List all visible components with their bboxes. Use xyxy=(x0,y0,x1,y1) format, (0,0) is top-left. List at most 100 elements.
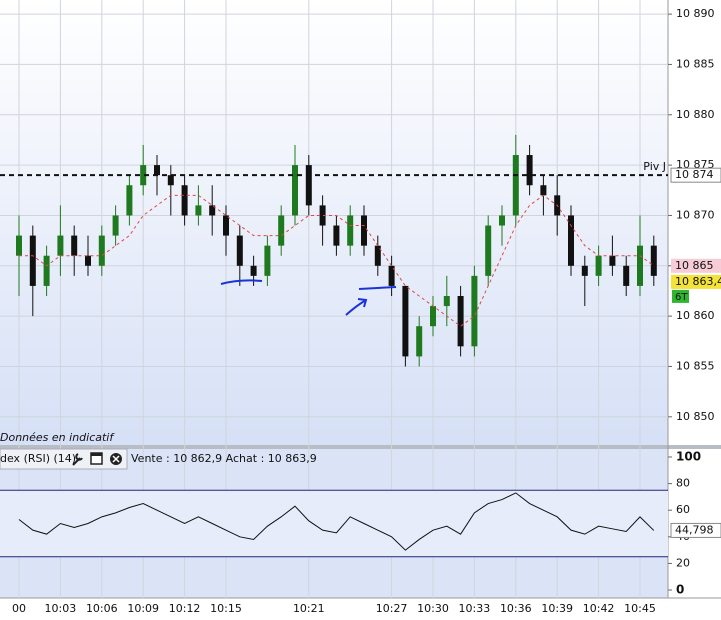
candle-body xyxy=(457,295,464,347)
y-tick-label: 10 890 xyxy=(676,7,715,20)
candle-body xyxy=(471,275,478,347)
price-marker xyxy=(671,258,721,273)
candle-body xyxy=(236,235,243,266)
candle-body xyxy=(430,306,436,327)
settings-icon[interactable] xyxy=(72,453,83,466)
candle-body xyxy=(361,215,367,246)
y-tick-label: 10 885 xyxy=(676,57,715,70)
quote: Vente : 10 862,9 Achat : 10 863,9 xyxy=(131,452,317,465)
window-icon-bar xyxy=(91,453,102,456)
candle-body xyxy=(292,165,298,216)
x-tick-label: 10:42 xyxy=(583,602,615,615)
candle-body xyxy=(526,155,533,186)
y-tick-label: 10 860 xyxy=(676,309,715,322)
indicator-title: dex (RSI) (14) xyxy=(0,452,76,465)
candle-body xyxy=(485,225,492,276)
x-tick-label: 10:15 xyxy=(210,602,242,615)
candle-body xyxy=(609,255,616,266)
candle-body xyxy=(16,235,22,256)
x-tick-label: 10:33 xyxy=(459,602,491,615)
candle-body xyxy=(623,265,630,286)
x-tick-label: 10:39 xyxy=(541,602,573,615)
x-tick-label: 10:45 xyxy=(624,602,656,615)
y-tick-label: 10 850 xyxy=(676,410,715,423)
candle-body xyxy=(85,255,91,266)
candle-body xyxy=(209,205,216,216)
y-tick-label: 60 xyxy=(676,503,690,516)
indicator-icons[interactable] xyxy=(72,452,122,466)
candle-body xyxy=(112,215,119,236)
last-value-marker xyxy=(670,522,721,538)
annotation-stroke xyxy=(358,286,397,290)
candle-body xyxy=(568,215,574,266)
annotation-arrow xyxy=(345,298,368,316)
x-tick-label: 10:12 xyxy=(169,602,201,615)
price-panel xyxy=(0,0,668,445)
y-tick-label: 10 870 xyxy=(676,208,715,221)
candle-body xyxy=(581,265,588,276)
pivot-label: Piv J xyxy=(643,160,666,173)
candle-body xyxy=(195,205,202,216)
badge-label: 6T xyxy=(675,292,688,303)
candle-body xyxy=(402,285,409,357)
candle-body xyxy=(154,165,160,176)
y-tick-label: 20 xyxy=(676,556,690,569)
x-tick-label: 00 xyxy=(12,602,26,615)
candle-body xyxy=(499,215,505,226)
moving-average xyxy=(19,194,655,327)
candle-body xyxy=(264,245,271,276)
candle-body xyxy=(650,245,657,276)
x-tick-label: 10:06 xyxy=(86,602,118,615)
candle-body xyxy=(540,185,547,196)
price-marker-label: 10 863,4 xyxy=(675,275,721,288)
candle-body xyxy=(57,235,64,256)
annotation-stroke xyxy=(220,279,263,285)
candle-body xyxy=(98,235,105,266)
y-tick-label: 10 855 xyxy=(676,359,715,372)
y-tick-label: 80 xyxy=(676,477,690,490)
candle-body xyxy=(278,215,285,246)
x-tick-label: 10:21 xyxy=(293,602,325,615)
y-tick-label: 10 880 xyxy=(676,108,715,121)
x-tick-label: 10:09 xyxy=(127,602,159,615)
close-icon-cross xyxy=(112,455,120,463)
candle-body xyxy=(250,265,257,276)
candle-body xyxy=(416,326,423,357)
last-value-label: 44,798 xyxy=(675,523,714,536)
x-tick-label: 10:36 xyxy=(500,602,532,615)
candle-body xyxy=(347,215,354,246)
candle-body xyxy=(595,255,602,276)
candle-body xyxy=(305,165,312,206)
candle-body xyxy=(223,215,229,236)
rsi-line xyxy=(18,492,655,551)
panel-separator xyxy=(0,445,721,449)
candle-body xyxy=(71,235,78,256)
candle-body xyxy=(181,185,188,216)
pivot-value: 10 874 xyxy=(675,168,714,181)
y-tick-label: 100 xyxy=(676,449,701,463)
x-tick-label: 10:27 xyxy=(376,602,408,615)
candle-body xyxy=(637,245,643,286)
candle-body xyxy=(140,165,147,186)
hand-annotations xyxy=(220,279,397,316)
price-marker xyxy=(671,274,721,289)
candle-body xyxy=(29,235,36,286)
candle-body xyxy=(374,245,381,266)
price-marker-label: 10 865 xyxy=(675,259,714,272)
pivot-marker xyxy=(670,167,721,183)
candle-body xyxy=(512,155,519,216)
y-tick-label: 0 xyxy=(676,583,684,597)
candle-body xyxy=(167,175,174,186)
candle-body xyxy=(443,295,450,307)
candle-body xyxy=(43,255,50,286)
badge xyxy=(672,289,689,303)
candle-body xyxy=(388,265,395,286)
candle-body xyxy=(333,225,340,246)
candle-body xyxy=(126,185,133,216)
rsi-band xyxy=(0,490,668,557)
x-tick-label: 10:30 xyxy=(417,602,449,615)
x-tick-label: 10:03 xyxy=(45,602,77,615)
note: Données en indicatif xyxy=(0,431,115,444)
